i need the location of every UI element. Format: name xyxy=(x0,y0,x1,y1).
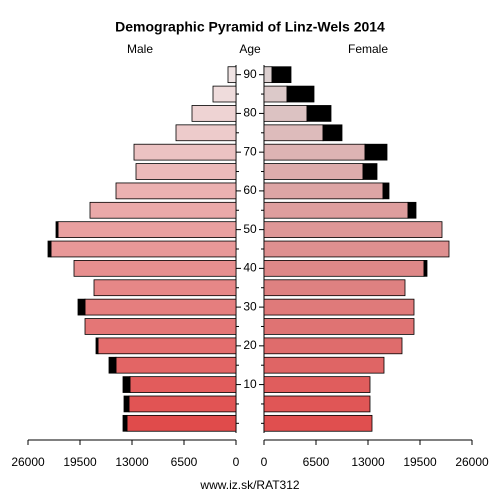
age-tick-label: 50 xyxy=(243,222,257,236)
bar xyxy=(263,105,308,122)
bar-extra xyxy=(122,376,131,393)
bar-extra xyxy=(271,66,292,84)
bar-extra xyxy=(122,414,128,432)
bar-extra xyxy=(362,163,378,180)
bar-extra xyxy=(407,201,417,219)
bar xyxy=(227,66,237,84)
bar xyxy=(263,221,443,238)
bar-extra xyxy=(382,182,390,200)
x-tick-label: 26000 xyxy=(455,455,489,469)
bar-extra xyxy=(322,124,343,142)
bar xyxy=(84,298,237,316)
bar xyxy=(263,201,409,219)
x-tick-label: 19500 xyxy=(63,455,97,469)
bar xyxy=(73,260,237,277)
female-label: Female xyxy=(348,42,388,56)
bar-extra xyxy=(77,298,86,316)
bar xyxy=(263,395,371,413)
bar-extra xyxy=(108,356,117,374)
x-tick-label: 0 xyxy=(233,455,240,469)
bar xyxy=(115,356,237,374)
age-label: Age xyxy=(239,42,261,56)
x-tick-label: 6500 xyxy=(171,455,198,469)
bar xyxy=(89,201,237,219)
source: www.iz.sk/RAT312 xyxy=(199,478,299,492)
age-tick-label: 80 xyxy=(243,106,257,120)
bar xyxy=(115,182,237,200)
bar-extra xyxy=(423,260,428,277)
bar xyxy=(263,163,364,180)
bar xyxy=(263,318,415,335)
age-tick-label: 20 xyxy=(243,338,257,352)
age-tick-label: 70 xyxy=(243,144,257,158)
age-tick-label: 60 xyxy=(243,183,257,197)
bar xyxy=(212,85,237,103)
bar-extra xyxy=(47,240,52,258)
bar xyxy=(263,260,425,277)
bar xyxy=(263,182,384,200)
bar xyxy=(263,66,273,84)
x-tick-label: 13000 xyxy=(115,455,149,469)
bar xyxy=(50,240,237,258)
bar xyxy=(97,337,237,355)
age-tick-label: 40 xyxy=(243,261,257,275)
bar xyxy=(93,279,237,297)
age-tick-label: 30 xyxy=(243,299,257,313)
male-label: Male xyxy=(127,42,153,56)
x-tick-label: 0 xyxy=(261,455,268,469)
bar xyxy=(263,298,415,316)
x-tick-label: 19500 xyxy=(403,455,437,469)
bar-extra xyxy=(306,105,332,122)
bar xyxy=(263,85,288,103)
bar xyxy=(263,279,406,297)
bar xyxy=(263,240,450,258)
bar xyxy=(129,376,237,393)
bar-extra xyxy=(286,85,315,103)
age-tick-label: 10 xyxy=(243,377,257,391)
bar-extra xyxy=(95,337,99,355)
x-tick-label: 13000 xyxy=(351,455,385,469)
bar xyxy=(84,318,237,335)
age-tick-label: 90 xyxy=(243,67,257,81)
bar xyxy=(133,143,237,161)
bar-extra xyxy=(123,395,130,413)
bar xyxy=(263,337,403,355)
bar xyxy=(263,376,371,393)
bar xyxy=(135,163,237,180)
bar xyxy=(263,356,385,374)
chart-title: Demographic Pyramid of Linz-Wels 2014 xyxy=(115,19,385,35)
bar xyxy=(263,143,366,161)
bar xyxy=(263,124,324,142)
bar xyxy=(57,221,237,238)
bar-extra xyxy=(364,143,388,161)
bar-extra xyxy=(55,221,59,238)
bar xyxy=(126,414,237,432)
x-tick-label: 6500 xyxy=(303,455,330,469)
bar xyxy=(175,124,237,142)
x-tick-label: 26000 xyxy=(11,455,45,469)
bar xyxy=(191,105,237,122)
bar xyxy=(128,395,237,413)
bar xyxy=(263,414,373,432)
